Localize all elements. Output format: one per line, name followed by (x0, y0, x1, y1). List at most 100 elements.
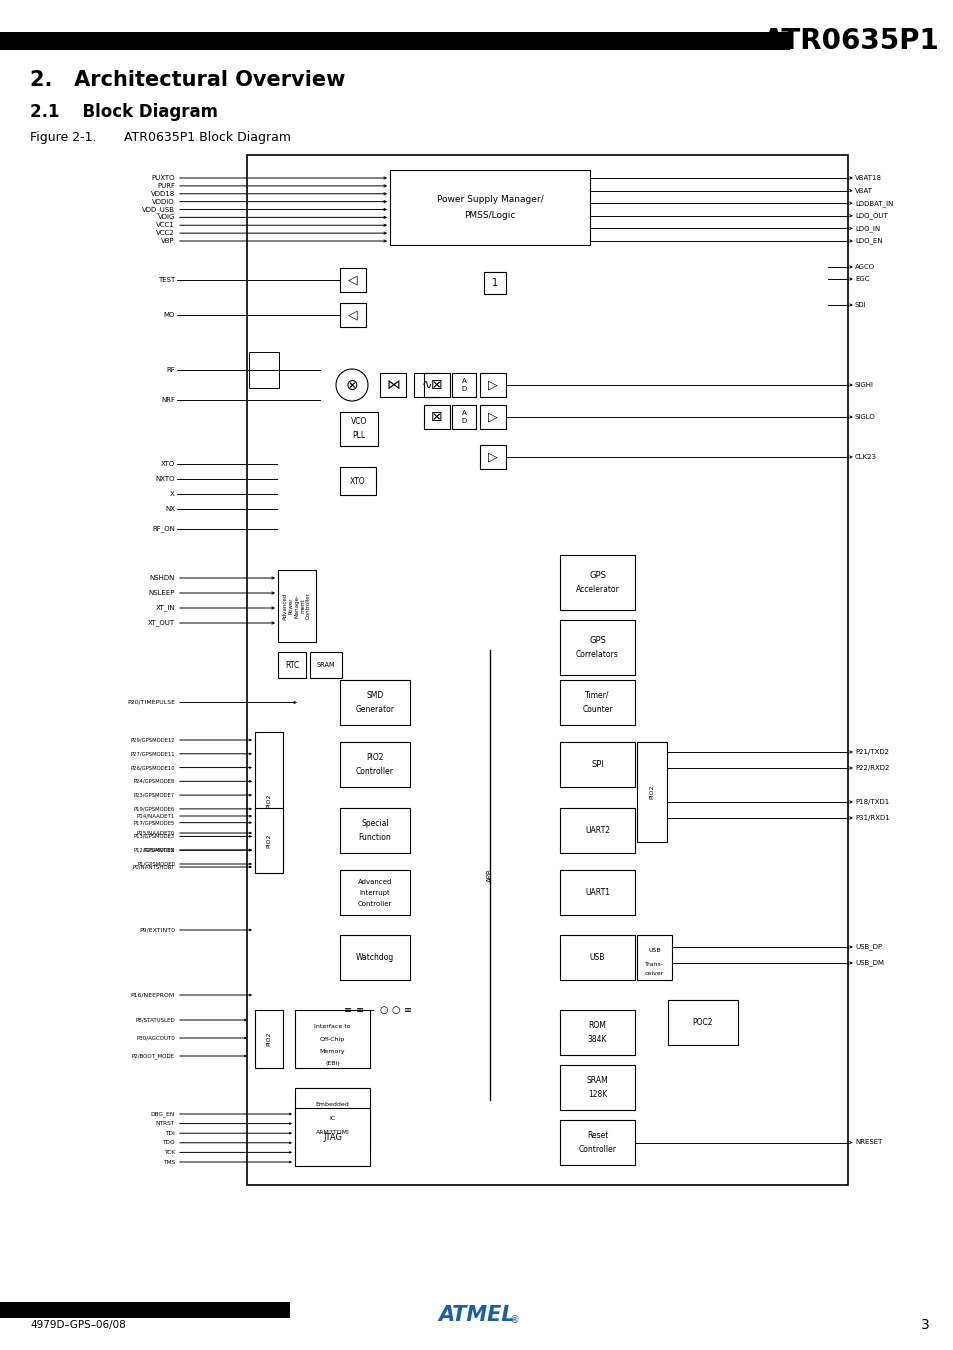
Text: SIGHI: SIGHI (854, 382, 873, 387)
Bar (479, 405, 505, 429)
Text: IC: IC (329, 1116, 335, 1122)
Text: PLL: PLL (352, 432, 365, 440)
Text: VDD18: VDD18 (151, 190, 174, 197)
Text: P22/RXD2: P22/RXD2 (854, 765, 888, 771)
Text: PURF: PURF (157, 182, 174, 189)
Bar (0, 1301, 290, 1318)
Text: VDDIO: VDDIO (152, 198, 174, 205)
Text: NXTO: NXTO (155, 477, 174, 482)
Text: Trans-: Trans- (644, 963, 663, 967)
Text: Generator: Generator (355, 705, 395, 714)
Text: Watchdog: Watchdog (355, 953, 394, 963)
Text: TEST: TEST (157, 277, 174, 284)
Text: PMSS/Logic: PMSS/Logic (464, 211, 516, 220)
Text: RF: RF (166, 367, 174, 373)
Text: USB_DM: USB_DM (854, 960, 883, 967)
Text: ⊠: ⊠ (431, 378, 442, 392)
Text: ○: ○ (392, 1004, 400, 1015)
Text: P13/GPSMODE3: P13/GPSMODE3 (133, 834, 174, 838)
Text: ◁: ◁ (348, 309, 357, 321)
Text: P29/GPSMODE12: P29/GPSMODE12 (131, 737, 174, 742)
Text: PIO2: PIO2 (266, 1031, 272, 1046)
Text: ATR0635P1 Block Diagram: ATR0635P1 Block Diagram (108, 131, 291, 143)
Bar (559, 1120, 635, 1165)
Text: VDD_USB: VDD_USB (142, 207, 174, 213)
Text: SPI: SPI (591, 760, 603, 770)
Bar (339, 936, 410, 980)
Text: X: X (170, 491, 174, 497)
Text: ≡: ≡ (344, 1004, 352, 1015)
Text: VBP: VBP (161, 238, 174, 244)
Text: 1: 1 (492, 278, 497, 288)
Text: D: D (461, 418, 466, 424)
Bar (390, 170, 589, 244)
Text: Advanced: Advanced (357, 879, 392, 884)
Text: P9/EXTINT0: P9/EXTINT0 (139, 927, 174, 933)
Text: P27/GPSMODE11: P27/GPSMODE11 (131, 752, 174, 756)
Text: ◁: ◁ (348, 274, 357, 286)
Text: SMD: SMD (366, 691, 383, 701)
Text: 2.1    Block Diagram: 2.1 Block Diagram (30, 103, 218, 122)
Text: D: D (461, 386, 466, 391)
Bar (339, 302, 366, 327)
Bar (423, 373, 450, 397)
Text: P8/STATUSLED: P8/STATUSLED (135, 1018, 174, 1022)
Text: Controller: Controller (357, 900, 392, 906)
Text: USB: USB (589, 953, 604, 963)
Text: Interrupt: Interrupt (359, 890, 390, 895)
Text: P23/GPSMODE7: P23/GPSMODE7 (133, 792, 174, 798)
Text: P19/GPSMODE6: P19/GPSMODE6 (133, 806, 174, 811)
Text: APB: APB (486, 868, 493, 882)
Text: TDI: TDI (165, 1131, 174, 1135)
Bar (559, 869, 635, 915)
Text: P31/RXD1: P31/RXD1 (854, 815, 889, 821)
Text: LDO_OUT: LDO_OUT (854, 212, 887, 219)
Bar (559, 1010, 635, 1054)
Text: LDDBAT_IN: LDDBAT_IN (854, 200, 892, 207)
Text: (EBI): (EBI) (325, 1061, 339, 1065)
Bar (483, 271, 505, 294)
Text: ≡: ≡ (403, 1004, 412, 1015)
Text: TCK: TCK (164, 1150, 174, 1154)
Text: TDO: TDO (162, 1141, 174, 1145)
Text: Memory: Memory (319, 1049, 345, 1054)
Text: RTC: RTC (285, 660, 299, 670)
Text: P30/AGCOUT0: P30/AGCOUT0 (136, 1035, 174, 1041)
Bar (254, 1010, 283, 1068)
Bar (0, 32, 789, 50)
Text: Correlators: Correlators (576, 649, 618, 659)
Bar (667, 1000, 738, 1045)
Bar (339, 809, 410, 853)
Bar (559, 1065, 635, 1110)
Bar (559, 936, 635, 980)
Text: VCC1: VCC1 (156, 223, 174, 228)
Text: Function: Function (358, 833, 391, 842)
Text: Timer/: Timer/ (584, 691, 609, 701)
Text: P1/GPSMODE0: P1/GPSMODE0 (137, 861, 174, 867)
Text: P15/ANTON: P15/ANTON (143, 848, 174, 852)
Text: XTO: XTO (161, 460, 174, 467)
Text: Advanced
Power
Manage-
ment
Controller: Advanced Power Manage- ment Controller (283, 593, 311, 620)
Bar (254, 732, 283, 869)
Text: PIO2: PIO2 (266, 833, 272, 848)
Text: VBAT18: VBAT18 (854, 176, 882, 181)
Text: P0/NANTSHORT: P0/NANTSHORT (132, 864, 174, 869)
Bar (254, 809, 283, 873)
Text: NRF: NRF (161, 397, 174, 404)
Text: NRESET: NRESET (854, 1139, 882, 1146)
Text: XT_OUT: XT_OUT (148, 620, 174, 626)
Bar (559, 743, 635, 787)
Text: ≡: ≡ (355, 1004, 364, 1015)
Bar (637, 936, 671, 980)
Text: AGCO: AGCO (854, 265, 874, 270)
Text: ▷: ▷ (488, 378, 497, 392)
Text: VDIG: VDIG (157, 215, 174, 220)
Text: 4979D–GPS–06/08: 4979D–GPS–06/08 (30, 1320, 126, 1330)
Text: 2.   Architectural Overview: 2. Architectural Overview (30, 70, 345, 90)
Text: NX: NX (165, 506, 174, 512)
Bar (294, 1010, 370, 1068)
Text: RF_ON: RF_ON (152, 525, 174, 532)
Bar (310, 652, 341, 678)
Text: Accelerator: Accelerator (575, 585, 618, 594)
Bar (339, 467, 375, 495)
